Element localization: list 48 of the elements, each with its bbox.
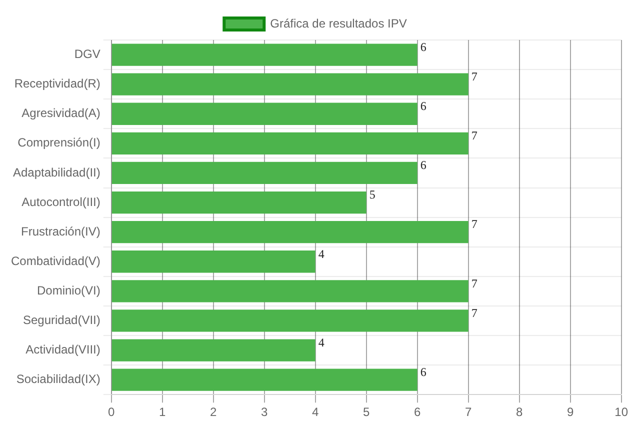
bar [112, 44, 418, 66]
data-label: 4 [318, 246, 324, 261]
bar [112, 280, 468, 302]
x-tick-label: 7 [464, 405, 472, 420]
bar [112, 73, 468, 96]
data-label: 5 [369, 188, 376, 202]
legend-label: Gráfica de resultados IPV [270, 16, 407, 30]
bar [112, 310, 468, 332]
x-tick-label: 6 [414, 405, 421, 420]
bar [112, 220, 468, 244]
y-tick-label: Agresividad(A) [22, 106, 100, 120]
data-label: 6 [420, 99, 426, 114]
bar [112, 250, 316, 273]
data-label: 4 [318, 335, 324, 350]
x-tick-label: 8 [516, 405, 523, 420]
x-tick-label: 9 [566, 405, 574, 420]
y-tick-label: Combatividad(V) [10, 254, 100, 268]
x-tick-label: 10 [614, 405, 628, 420]
y-tick-label: Adaptabilidad(II) [12, 165, 100, 180]
x-tick-label: 0 [108, 405, 116, 420]
data-label: 7 [471, 69, 478, 84]
data-label: 7 [471, 128, 478, 143]
y-tick-label: Sociabilidad(IX) [16, 372, 100, 386]
data-label: 7 [471, 306, 478, 320]
x-tick-label: 2 [210, 405, 218, 420]
x-tick-label: 4 [312, 405, 320, 420]
bar [112, 339, 316, 362]
data-label: 6 [420, 364, 426, 379]
bar [112, 132, 468, 155]
data-label: 6 [420, 158, 426, 172]
y-tick-label: Comprensión(I) [18, 136, 100, 150]
bar [112, 191, 366, 214]
x-tick-label: 5 [363, 405, 370, 420]
x-tick-label: 3 [261, 405, 268, 420]
y-tick-label: Receptividad(R) [14, 76, 100, 91]
data-label: 7 [471, 276, 478, 290]
bar [112, 102, 418, 125]
bar [112, 162, 418, 184]
x-tick-label: 1 [159, 405, 166, 420]
y-tick-label: DGV [74, 47, 100, 62]
bar [112, 368, 418, 391]
y-tick-label: Seguridad(VII) [22, 313, 100, 328]
y-tick-label: Frustración(IV) [21, 224, 100, 238]
data-label: 6 [420, 40, 426, 54]
data-label: 7 [471, 217, 478, 232]
y-tick-label: Dominio(VI) [37, 283, 100, 298]
y-tick-label: Autocontrol(III) [22, 194, 100, 209]
y-tick-label: Actividad(VIII) [26, 342, 100, 357]
